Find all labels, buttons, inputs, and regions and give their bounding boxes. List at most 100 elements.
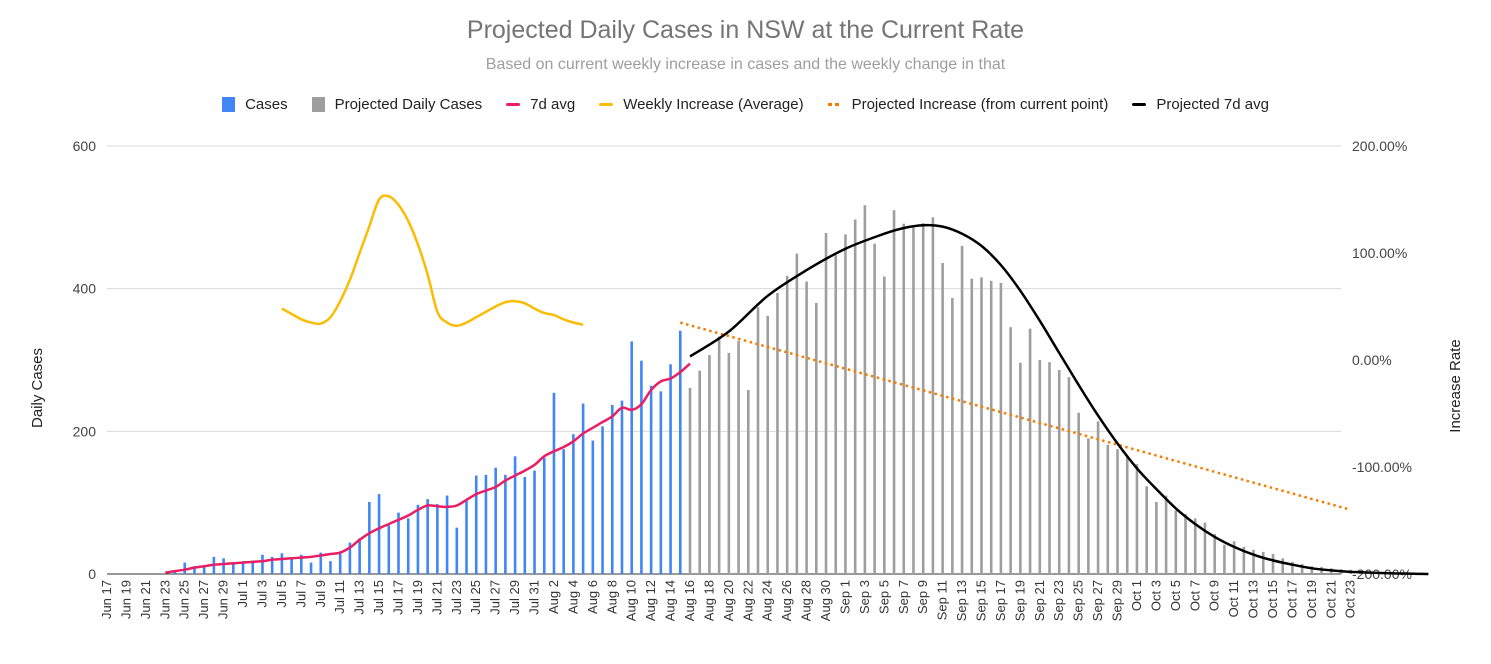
bar: [436, 504, 439, 574]
legend-item-projected_avg7: Projected 7d avg: [1132, 96, 1269, 113]
bar: [1077, 412, 1080, 574]
bar: [1174, 510, 1178, 574]
bar: [737, 340, 740, 574]
series-line-weekly-increase: [281, 194, 584, 328]
bar: [989, 280, 993, 574]
bar: [834, 255, 838, 574]
bar: [1096, 421, 1100, 574]
x-tick-label: Jun 19: [118, 580, 133, 619]
x-tick-label: Jul 13: [352, 580, 367, 615]
bar: [951, 297, 954, 574]
bar: [815, 302, 818, 574]
bar: [678, 330, 682, 574]
x-tick-label: Oct 1: [1129, 580, 1144, 611]
x-tick-label: Aug 4: [565, 580, 580, 614]
bar: [1213, 534, 1216, 574]
bar: [1145, 486, 1148, 574]
x-tick-label: Jul 21: [429, 580, 444, 615]
x-tick-label: Sep 19: [1012, 580, 1027, 621]
legend-label-cases: Cases: [245, 96, 288, 113]
bar: [1135, 464, 1139, 574]
legend-label-weekly: Weekly Increase (Average): [623, 96, 804, 113]
x-tick-label: Sep 3: [857, 580, 872, 614]
bar: [1116, 449, 1119, 574]
y2-tick-label: 0.00%: [1352, 352, 1392, 368]
bar: [970, 278, 974, 574]
x-tick-label: Oct 15: [1265, 580, 1280, 618]
y2-tick-label: 200.00%: [1352, 138, 1407, 154]
x-tick-label: Jun 23: [157, 580, 172, 619]
bar: [659, 391, 663, 574]
x-tick-label: Aug 16: [682, 580, 697, 621]
legend-label-projected_avg7: Projected 7d avg: [1156, 96, 1269, 113]
bar: [999, 282, 1003, 574]
bar: [1009, 327, 1012, 574]
x-tick-label: Sep 23: [1051, 580, 1066, 621]
x-tick-label: Sep 15: [974, 580, 989, 621]
bar: [921, 223, 925, 575]
legend-swatch-projected_avg7: [1132, 103, 1147, 106]
x-tick-label: Sep 17: [993, 580, 1008, 621]
x-tick-label: Aug 2: [546, 580, 561, 614]
bar: [1106, 444, 1110, 574]
bar: [669, 364, 672, 574]
bar: [552, 392, 556, 574]
bar: [504, 474, 507, 574]
x-tick-label: Jul 11: [332, 580, 347, 614]
bar: [1193, 518, 1197, 574]
bar: [445, 495, 449, 574]
bar: [1028, 328, 1032, 574]
bar: [601, 426, 604, 574]
bar: [572, 434, 575, 574]
bar: [368, 501, 371, 574]
x-tick-label: Sep 29: [1110, 580, 1125, 621]
series-line-projected-increase: [679, 321, 1352, 512]
bar: [416, 504, 420, 574]
bar: [824, 233, 828, 574]
bar: [338, 552, 342, 574]
bar: [1300, 564, 1304, 574]
legend-swatch-cases: [222, 97, 236, 112]
x-tick-label: Aug 22: [740, 580, 755, 621]
bar: [232, 562, 235, 574]
bar: [1164, 495, 1168, 574]
series-line-projected-7d-avg: [689, 223, 1429, 576]
bar: [241, 561, 245, 574]
x-tick-label: Sep 7: [896, 580, 911, 614]
bar: [873, 243, 876, 574]
bar: [1242, 546, 1246, 574]
bar: [1125, 457, 1129, 574]
bar: [883, 276, 886, 574]
x-tick-label: Aug 28: [799, 580, 814, 621]
y2-tick-label: -100.00%: [1352, 459, 1412, 475]
bar: [708, 355, 711, 574]
x-tick-label: Jun 29: [216, 580, 231, 619]
bar: [805, 281, 808, 574]
bar: [1203, 522, 1207, 574]
chart-legend: Cases Projected Daily Cases 7d avg Weekly I…: [0, 96, 1491, 113]
bar: [300, 554, 303, 574]
bar: [183, 562, 187, 574]
y-tick-label: 0: [88, 566, 96, 582]
bar: [309, 562, 313, 574]
x-tick-label: Oct 19: [1304, 580, 1319, 618]
bar: [1057, 369, 1061, 574]
bar: [980, 277, 983, 574]
y2-tick-label: 100.00%: [1352, 245, 1407, 261]
bar: [1038, 360, 1042, 574]
x-tick-label: Oct 7: [1187, 580, 1202, 611]
x-tick-label: Jul 27: [488, 580, 503, 615]
x-tick-label: Oct 5: [1168, 580, 1183, 611]
bar: [892, 210, 896, 574]
legend-item-avg7: 7d avg: [506, 96, 575, 113]
bar: [251, 560, 255, 574]
legend-swatch-projected_increase: [827, 103, 842, 106]
bar: [1252, 549, 1255, 574]
x-tick-label: Sep 9: [915, 580, 930, 614]
x-tick-label: Sep 13: [954, 580, 969, 621]
bar: [610, 404, 614, 574]
bar: [756, 307, 760, 574]
bar: [348, 542, 352, 574]
y-tick-label: 600: [73, 138, 97, 154]
